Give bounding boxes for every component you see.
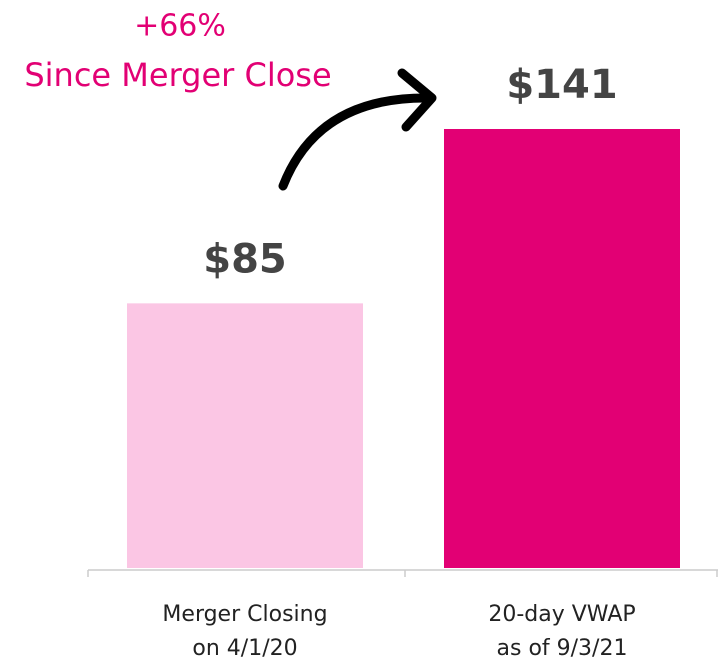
x-tick-label-line: as of 9/3/21 (497, 636, 628, 661)
arrow (278, 93, 435, 191)
x-tick-label-line: 20-day VWAP (488, 602, 635, 627)
annotation: +66% (134, 9, 226, 44)
x-tick-label-line: on 4/1/20 (192, 636, 297, 661)
x-tick-label: Merger Closing on 4/1/20 (162, 602, 327, 661)
x-tick-label: 20-day VWAP as of 9/3/21 (488, 602, 635, 661)
bar (444, 129, 680, 568)
arrow-head (397, 68, 437, 132)
subtitle: Since Merger Close (24, 56, 331, 94)
x-tick-label-line: Merger Closing (162, 602, 327, 627)
value-label: $85 (203, 236, 287, 282)
bar (127, 303, 363, 568)
value-label: $141 (506, 62, 617, 108)
